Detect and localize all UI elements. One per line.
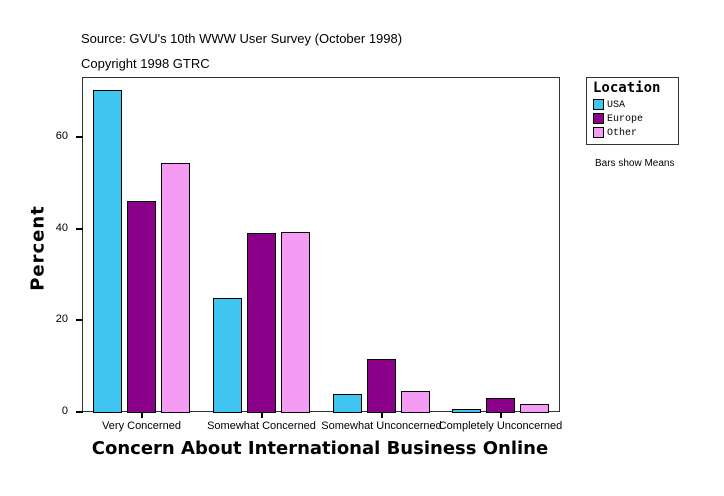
x-tick — [380, 412, 383, 418]
legend-label: Other — [607, 128, 638, 140]
x-tick — [140, 412, 143, 418]
x-tick-label: Somewhat Unconcerned — [321, 420, 442, 432]
means-note: Bars show Means — [595, 158, 675, 169]
x-tick-label: Somewhat Concerned — [207, 420, 316, 432]
bar-usa — [333, 394, 362, 413]
bar-usa — [452, 409, 481, 413]
x-tick — [499, 412, 502, 418]
bar-other — [520, 404, 549, 413]
legend-item-europe: Europe — [593, 113, 643, 125]
legend-item-other: Other — [593, 127, 637, 139]
legend-label: USA — [607, 100, 626, 112]
swatch-usa — [593, 99, 604, 110]
source-text: Source: GVU's 10th WWW User Survey (Octo… — [81, 31, 403, 46]
bar-usa — [213, 298, 242, 413]
bar-usa — [93, 90, 122, 413]
y-tick — [76, 411, 83, 413]
legend: Location USA Europe Other — [586, 77, 679, 145]
bar-europe — [486, 398, 515, 413]
bar-europe — [127, 201, 156, 413]
swatch-europe — [593, 113, 604, 124]
bar-europe — [247, 233, 276, 413]
y-tick — [76, 319, 83, 322]
x-axis-title: Concern About International Business Onl… — [91, 438, 549, 459]
legend-item-usa: USA — [593, 99, 625, 111]
bar-other — [401, 391, 430, 413]
bar-europe — [367, 359, 396, 413]
legend-label: Europe — [607, 114, 644, 126]
y-axis-title: Percent — [27, 205, 49, 291]
x-tick-label: Very Concerned — [102, 420, 181, 432]
copyright-text: Copyright 1998 GTRC — [81, 56, 210, 71]
x-tick — [260, 412, 263, 418]
bar-other — [161, 163, 190, 413]
bar-other — [281, 232, 310, 413]
y-tick-label: 0 — [61, 405, 68, 417]
y-tick — [76, 227, 83, 230]
x-tick-label: Completely Unconcerned — [438, 420, 563, 432]
legend-title: Location — [593, 80, 661, 96]
y-tick-label: 40 — [55, 221, 68, 234]
y-tick-label: 20 — [55, 313, 68, 326]
y-tick — [76, 136, 83, 138]
swatch-other — [593, 127, 604, 138]
plot-area — [82, 77, 560, 412]
y-tick-label: 60 — [55, 130, 68, 142]
